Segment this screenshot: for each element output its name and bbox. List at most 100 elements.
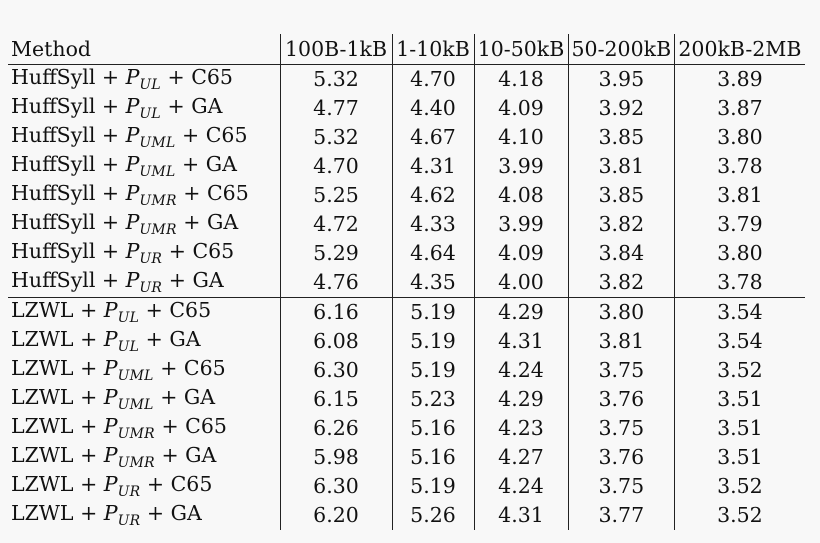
value-cell: 5.19 xyxy=(391,472,474,501)
value-cell: 4.18 xyxy=(473,64,568,94)
value-cell: 3.85 xyxy=(567,181,675,210)
method-suffix: GA xyxy=(206,209,239,234)
value-cell: 3.99 xyxy=(473,210,568,239)
method-cell: LZWL + PUL + GA xyxy=(11,326,201,355)
method-base: LZWL xyxy=(11,500,74,525)
value-cell: 3.81 xyxy=(567,327,675,356)
value-cell: 4.76 xyxy=(279,268,392,298)
header-50-200kb: 50-200kB xyxy=(567,34,675,65)
method-cell: HuffSyll + PUR + C65 xyxy=(11,238,235,267)
method-subscript: UR xyxy=(139,250,163,267)
value-cell: 3.54 xyxy=(674,327,805,356)
method-p-symbol: P xyxy=(103,355,118,380)
method-cell: LZWL + PUL + C65 xyxy=(8,297,280,327)
method-suffix: GA xyxy=(185,442,217,467)
method-base: LZWL xyxy=(11,442,74,467)
value-cell: 3.80 xyxy=(567,297,675,327)
table-row: HuffSyll + PUL + GA 4.77 4.40 4.09 3.92 3.87 xyxy=(8,94,805,123)
method-suffix: GA xyxy=(191,93,223,118)
value-cell: 6.30 xyxy=(279,472,392,501)
method-subscript: UR xyxy=(117,512,141,529)
value-cell: 3.78 xyxy=(674,268,805,298)
method-cell: HuffSyll + PUML + C65 xyxy=(11,122,248,151)
table-row: HuffSyll + PUML + C65 5.32 4.67 4.10 3.85 3.8… xyxy=(8,123,805,152)
method-p-symbol: P xyxy=(125,151,140,176)
value-cell: 3.51 xyxy=(674,414,805,443)
value-cell: 3.75 xyxy=(567,356,675,385)
method-subscript: UL xyxy=(117,338,140,355)
value-cell: 4.64 xyxy=(391,239,474,268)
value-cell: 5.98 xyxy=(279,443,392,472)
table-row: LZWL + PUMR + C65 6.26 5.16 4.23 3.75 3.51 xyxy=(8,414,805,443)
method-p-symbol: P xyxy=(125,209,140,234)
method-suffix: GA xyxy=(169,326,201,351)
value-cell: 3.52 xyxy=(674,356,805,385)
method-subscript: UL xyxy=(139,105,161,122)
value-cell: 3.54 xyxy=(674,297,805,327)
value-cell: 5.32 xyxy=(279,64,392,94)
value-cell: 5.25 xyxy=(279,181,392,210)
value-cell: 3.95 xyxy=(567,64,675,94)
value-cell: 3.85 xyxy=(567,123,675,152)
value-cell: 3.87 xyxy=(674,94,805,123)
value-cell: 5.23 xyxy=(391,385,474,414)
method-base: LZWL xyxy=(11,413,74,438)
method-p-symbol: P xyxy=(103,384,118,409)
value-cell: 4.31 xyxy=(391,152,474,181)
method-cell: LZWL + PUML + GA xyxy=(11,384,216,413)
method-suffix: GA xyxy=(170,500,202,525)
value-cell: 4.77 xyxy=(279,94,392,123)
method-base: LZWL xyxy=(11,355,74,380)
method-cell: LZWL + PUML + C65 xyxy=(11,355,226,384)
header-200kb-2mb: 200kB-2MB xyxy=(674,34,805,65)
table-row: LZWL + PUL + GA 6.08 5.19 4.31 3.81 3.54 xyxy=(8,327,805,356)
value-cell: 6.26 xyxy=(279,414,392,443)
value-cell: 4.40 xyxy=(391,94,474,123)
method-subscript: UL xyxy=(139,76,161,93)
table-row: LZWL + PUML + C65 6.30 5.19 4.24 3.75 3.52 xyxy=(8,356,805,385)
value-cell: 3.80 xyxy=(674,123,805,152)
header-10-50kb: 10-50kB xyxy=(473,34,568,65)
header-1-10kb: 1-10kB xyxy=(391,34,474,65)
value-cell: 3.75 xyxy=(567,472,675,501)
method-cell: LZWL + PUR + GA xyxy=(11,500,202,529)
value-cell: 4.31 xyxy=(473,327,568,356)
method-cell: LZWL + PUR + C65 xyxy=(11,471,213,500)
table-row: LZWL + PUL + C65 6.16 5.19 4.29 3.80 3.54 xyxy=(8,297,805,327)
method-suffix: GA xyxy=(205,151,237,176)
method-base: HuffSyll xyxy=(11,267,96,292)
value-cell: 5.19 xyxy=(391,297,474,327)
value-cell: 4.35 xyxy=(391,268,474,298)
method-suffix: C65 xyxy=(185,413,227,438)
method-p-symbol: P xyxy=(125,93,140,118)
method-subscript: UR xyxy=(139,279,163,296)
value-cell: 3.51 xyxy=(674,443,805,472)
method-suffix: C65 xyxy=(169,297,212,322)
value-cell: 4.29 xyxy=(473,385,568,414)
method-base: HuffSyll xyxy=(11,238,96,263)
table-row: HuffSyll + PUR + C65 5.29 4.64 4.09 3.84 3.80 xyxy=(8,239,805,268)
method-subscript: UR xyxy=(117,483,141,500)
table-header-row: Method 100B-1kB 1-10kB 10-50kB 50-200kB … xyxy=(8,34,805,65)
method-subscript: UMR xyxy=(117,454,155,471)
method-suffix: C65 xyxy=(170,471,213,496)
value-cell: 4.67 xyxy=(391,123,474,152)
table-row: HuffSyll + PUMR + GA 4.72 4.33 3.99 3.82 3.79 xyxy=(8,210,805,239)
value-cell: 5.32 xyxy=(279,123,392,152)
value-cell: 5.19 xyxy=(391,356,474,385)
method-subscript: UML xyxy=(117,396,154,413)
table-row: HuffSyll + PUR + GA 4.76 4.35 4.00 3.82 3.78 xyxy=(8,268,805,298)
method-p-symbol: P xyxy=(125,238,140,263)
method-cell: LZWL + PUMR + C65 xyxy=(11,413,227,442)
value-cell: 3.82 xyxy=(567,210,675,239)
value-cell: 3.89 xyxy=(674,64,805,94)
method-subscript: UMR xyxy=(117,425,155,442)
method-p-symbol: P xyxy=(103,500,118,525)
method-base: LZWL xyxy=(11,471,74,496)
method-p-symbol: P xyxy=(103,413,118,438)
value-cell: 4.29 xyxy=(473,297,568,327)
value-cell: 3.84 xyxy=(567,239,675,268)
value-cell: 4.23 xyxy=(473,414,568,443)
value-cell: 3.76 xyxy=(567,443,675,472)
value-cell: 5.29 xyxy=(279,239,392,268)
